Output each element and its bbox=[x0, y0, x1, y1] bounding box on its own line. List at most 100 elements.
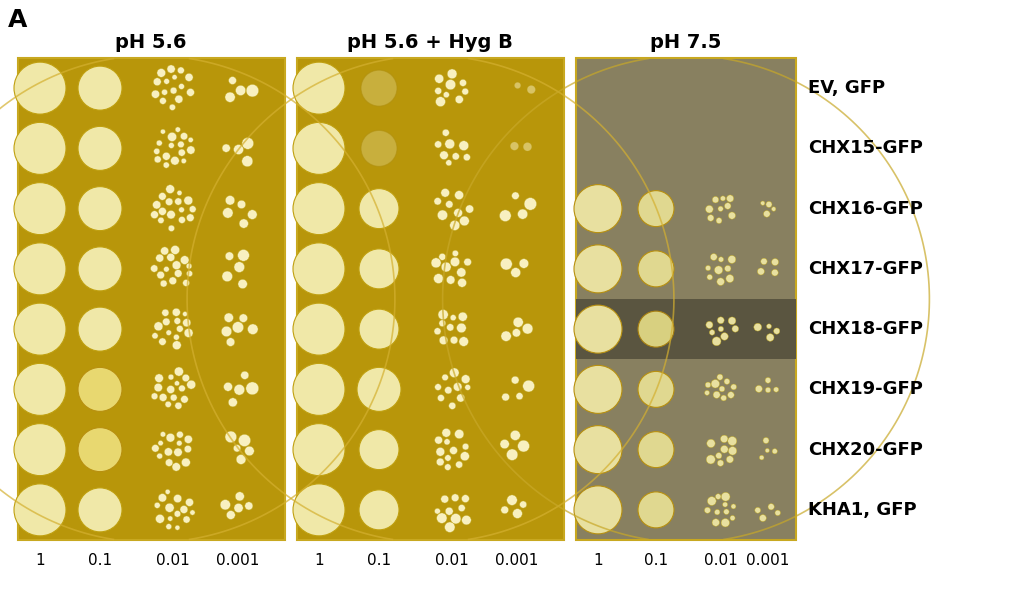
Text: 1: 1 bbox=[593, 553, 603, 568]
Circle shape bbox=[728, 255, 736, 264]
Circle shape bbox=[444, 139, 455, 149]
Circle shape bbox=[458, 278, 467, 287]
Circle shape bbox=[78, 367, 122, 411]
Circle shape bbox=[447, 69, 457, 79]
Circle shape bbox=[501, 331, 511, 342]
Circle shape bbox=[721, 446, 728, 453]
Circle shape bbox=[78, 187, 122, 231]
Circle shape bbox=[707, 439, 715, 447]
Circle shape bbox=[510, 430, 520, 440]
Text: pH 7.5: pH 7.5 bbox=[650, 33, 722, 52]
Circle shape bbox=[166, 330, 171, 336]
Circle shape bbox=[241, 371, 249, 380]
Circle shape bbox=[512, 328, 520, 337]
Circle shape bbox=[437, 394, 444, 402]
Circle shape bbox=[161, 129, 166, 134]
Circle shape bbox=[719, 386, 725, 392]
Circle shape bbox=[718, 317, 724, 324]
Circle shape bbox=[14, 62, 66, 114]
Circle shape bbox=[225, 431, 237, 443]
Circle shape bbox=[246, 84, 259, 97]
Circle shape bbox=[456, 95, 463, 104]
Circle shape bbox=[165, 503, 174, 512]
Circle shape bbox=[764, 211, 770, 217]
Circle shape bbox=[167, 211, 175, 219]
Circle shape bbox=[174, 381, 179, 386]
Text: 0.1: 0.1 bbox=[367, 553, 391, 568]
Circle shape bbox=[78, 126, 122, 170]
Text: 0.01: 0.01 bbox=[435, 553, 469, 568]
Circle shape bbox=[638, 311, 674, 347]
Circle shape bbox=[431, 258, 441, 268]
Circle shape bbox=[441, 374, 449, 381]
Circle shape bbox=[174, 367, 183, 376]
Circle shape bbox=[453, 153, 460, 160]
Circle shape bbox=[159, 494, 167, 502]
Circle shape bbox=[183, 516, 190, 523]
Circle shape bbox=[766, 334, 774, 342]
Circle shape bbox=[172, 341, 181, 350]
Circle shape bbox=[154, 78, 161, 86]
Circle shape bbox=[460, 452, 469, 461]
Circle shape bbox=[359, 189, 399, 228]
Text: 0.001: 0.001 bbox=[216, 553, 260, 568]
Circle shape bbox=[176, 431, 183, 438]
Circle shape bbox=[157, 68, 166, 77]
Circle shape bbox=[706, 382, 711, 388]
Circle shape bbox=[453, 250, 459, 256]
Text: CHX16-GFP: CHX16-GFP bbox=[808, 200, 923, 218]
Circle shape bbox=[754, 323, 762, 331]
Circle shape bbox=[182, 374, 189, 382]
Circle shape bbox=[189, 206, 197, 212]
Circle shape bbox=[454, 209, 463, 217]
Circle shape bbox=[707, 274, 713, 280]
Text: CHX15-GFP: CHX15-GFP bbox=[808, 139, 923, 157]
Circle shape bbox=[452, 494, 459, 502]
Circle shape bbox=[511, 268, 520, 277]
Circle shape bbox=[513, 509, 522, 518]
Circle shape bbox=[522, 380, 535, 392]
Circle shape bbox=[726, 456, 733, 463]
Circle shape bbox=[166, 524, 172, 530]
Circle shape bbox=[166, 433, 175, 442]
Circle shape bbox=[237, 455, 246, 464]
Circle shape bbox=[434, 141, 441, 148]
Circle shape bbox=[462, 515, 471, 525]
Circle shape bbox=[172, 261, 181, 270]
Circle shape bbox=[728, 317, 736, 325]
Circle shape bbox=[163, 162, 169, 168]
Circle shape bbox=[239, 314, 248, 322]
Circle shape bbox=[718, 326, 724, 331]
Circle shape bbox=[174, 318, 180, 324]
Circle shape bbox=[462, 443, 469, 450]
Circle shape bbox=[248, 210, 257, 220]
Circle shape bbox=[182, 280, 189, 286]
Bar bbox=[297, 58, 564, 540]
Circle shape bbox=[245, 446, 254, 456]
Text: A: A bbox=[8, 8, 28, 32]
Circle shape bbox=[761, 201, 765, 205]
Circle shape bbox=[727, 195, 733, 202]
Circle shape bbox=[726, 274, 734, 283]
Circle shape bbox=[717, 374, 723, 380]
Circle shape bbox=[172, 74, 177, 80]
Circle shape bbox=[167, 253, 175, 261]
Circle shape bbox=[457, 394, 465, 402]
Circle shape bbox=[435, 97, 445, 107]
Circle shape bbox=[164, 267, 169, 272]
Circle shape bbox=[445, 80, 456, 90]
Circle shape bbox=[445, 160, 452, 166]
Circle shape bbox=[574, 305, 622, 353]
Circle shape bbox=[442, 428, 451, 437]
Circle shape bbox=[239, 434, 251, 446]
Circle shape bbox=[527, 86, 536, 94]
Circle shape bbox=[14, 243, 66, 295]
Circle shape bbox=[706, 205, 713, 213]
Text: KHA1, GFP: KHA1, GFP bbox=[808, 501, 916, 519]
Circle shape bbox=[514, 82, 521, 89]
Circle shape bbox=[156, 515, 165, 523]
Circle shape bbox=[181, 158, 186, 164]
Circle shape bbox=[178, 83, 184, 89]
Circle shape bbox=[444, 455, 452, 461]
Text: EV, GFP: EV, GFP bbox=[808, 79, 885, 97]
